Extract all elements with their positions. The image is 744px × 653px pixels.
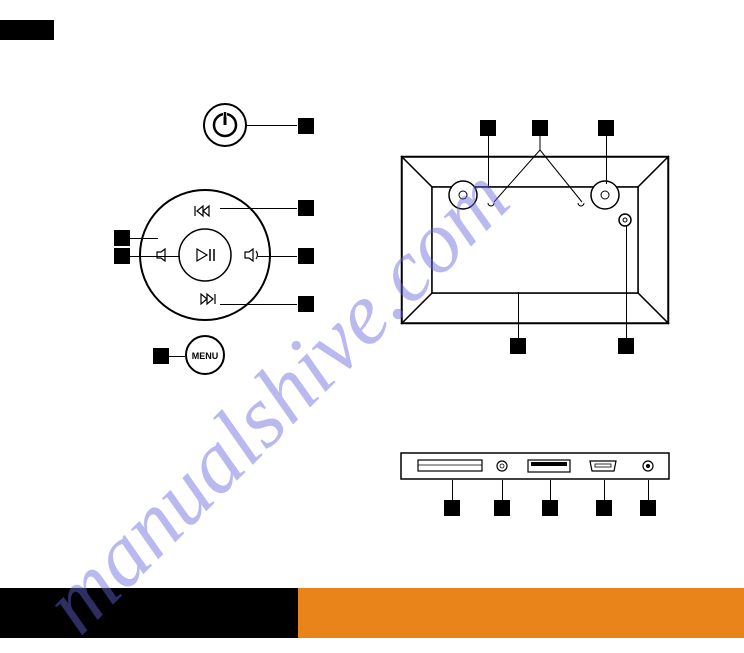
callout-side-jack1 xyxy=(494,500,510,516)
footer-orange xyxy=(298,588,744,638)
frame-side-icon xyxy=(400,452,670,480)
callout-side-sd xyxy=(444,500,460,516)
side-panel-diagram xyxy=(0,0,700,540)
callout-side-usb xyxy=(542,500,558,516)
footer-bar xyxy=(0,588,744,638)
footer-black xyxy=(0,588,298,638)
callout-side-mini xyxy=(596,500,612,516)
callout-side-jack2 xyxy=(640,500,656,516)
